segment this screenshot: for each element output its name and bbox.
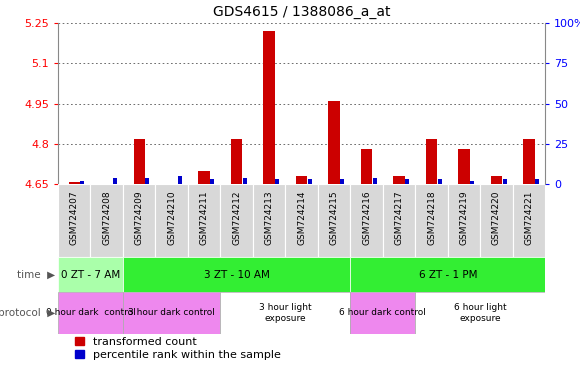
Text: 0 hour dark  control: 0 hour dark control [46,308,135,318]
Bar [318,184,350,257]
Bar [373,178,376,184]
Bar [58,292,123,334]
Legend: transformed count, percentile rank within the sample: transformed count, percentile rank withi… [75,337,281,360]
Bar [480,184,513,257]
Bar [513,184,545,257]
Text: GSM724217: GSM724217 [394,190,404,245]
Bar [123,257,350,292]
Bar [285,184,318,257]
Text: 6 ZT - 1 PM: 6 ZT - 1 PM [419,270,477,280]
Text: GSM724216: GSM724216 [362,190,371,245]
Text: GSM724210: GSM724210 [167,190,176,245]
Text: GSM724211: GSM724211 [200,190,209,245]
Bar [276,179,279,184]
Text: 0 ZT - 7 AM: 0 ZT - 7 AM [61,270,120,280]
Title: GDS4615 / 1388086_a_at: GDS4615 / 1388086_a_at [213,5,390,19]
Bar [383,184,415,257]
Bar [535,179,539,184]
Text: 6 hour dark control: 6 hour dark control [339,308,426,318]
Text: 3 hour dark control: 3 hour dark control [128,308,215,318]
Bar [123,184,155,257]
Text: GSM724213: GSM724213 [264,190,274,245]
Bar [405,179,409,184]
Bar [438,179,441,184]
Bar [253,184,285,257]
Bar [68,182,80,184]
Bar [491,176,502,184]
Bar [231,139,242,184]
Bar [113,178,117,184]
Bar [211,179,214,184]
Bar [296,176,307,184]
Bar [188,184,220,257]
Text: 3 ZT - 10 AM: 3 ZT - 10 AM [204,270,270,280]
Bar [243,178,246,184]
Bar [350,184,383,257]
Text: GSM724218: GSM724218 [427,190,436,245]
Text: GSM724209: GSM724209 [135,190,144,245]
Bar [220,184,253,257]
Bar [415,184,448,257]
Bar [58,184,90,257]
Text: 3 hour light
exposure: 3 hour light exposure [259,303,311,323]
Bar [361,149,372,184]
Bar [328,101,340,184]
Text: protocol  ▶: protocol ▶ [0,308,55,318]
Text: time  ▶: time ▶ [17,270,55,280]
Bar [146,178,149,184]
Text: GSM724215: GSM724215 [329,190,339,245]
Bar [198,171,210,184]
Bar [415,292,545,334]
Bar [58,257,123,292]
Bar [523,139,535,184]
Bar [350,257,545,292]
Text: GSM724208: GSM724208 [102,190,111,245]
Bar [393,176,405,184]
Text: GSM724221: GSM724221 [524,190,534,245]
Bar [81,181,84,184]
Bar [133,139,145,184]
Bar [155,184,188,257]
Bar [308,179,311,184]
Bar [458,149,470,184]
Bar [340,179,344,184]
Text: GSM724212: GSM724212 [232,190,241,245]
Bar [178,176,182,184]
Text: GSM724219: GSM724219 [459,190,469,245]
Bar [448,184,480,257]
Bar [263,31,275,184]
Text: 6 hour light
exposure: 6 hour light exposure [454,303,506,323]
Bar [470,181,474,184]
Text: GSM724214: GSM724214 [297,190,306,245]
Bar [503,179,506,184]
Bar [90,184,123,257]
Bar [123,292,220,334]
Bar [426,139,437,184]
Bar [350,292,415,334]
Text: GSM724207: GSM724207 [70,190,79,245]
Bar [220,292,350,334]
Text: GSM724220: GSM724220 [492,190,501,245]
